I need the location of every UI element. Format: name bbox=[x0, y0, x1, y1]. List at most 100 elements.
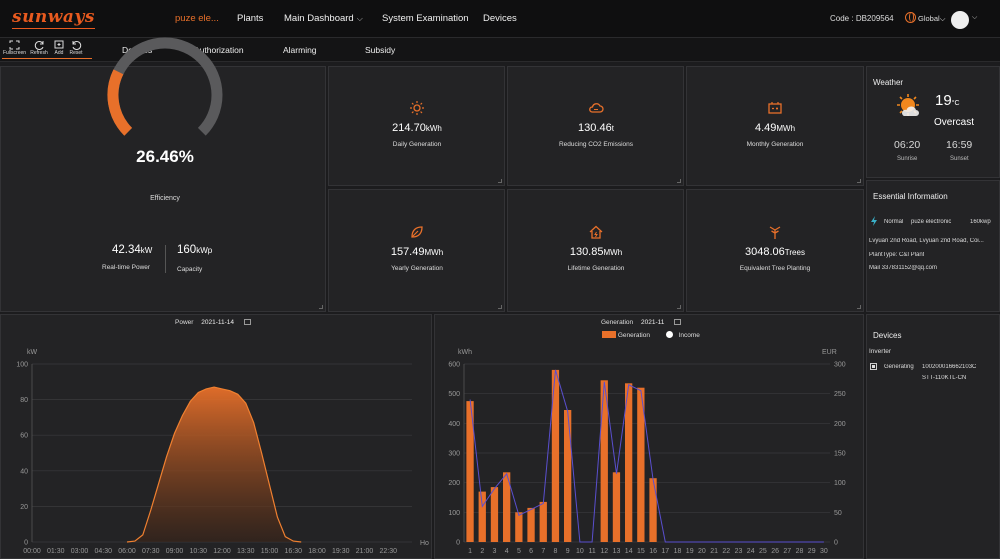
generation-x-tick-label: 2 bbox=[480, 548, 484, 555]
generation-y-tick-label: 0 bbox=[834, 540, 838, 547]
plant-status: Normal bbox=[884, 219, 904, 225]
power-chart: 0 20 40 60 80 100 00:00 01:30 03:00 04:30 06:00 07… bbox=[16, 349, 429, 555]
leaf-icon bbox=[411, 226, 423, 238]
reset-button[interactable]: Reset bbox=[65, 40, 87, 56]
monthly-generation-label: Monthly Generation bbox=[746, 141, 804, 148]
plant-mail: Mail 337831152@qq.com bbox=[869, 265, 938, 271]
tab-alarming[interactable]: Alarming bbox=[283, 45, 317, 55]
stat-card-tree-planting bbox=[686, 189, 864, 312]
reset-label: Reset bbox=[69, 50, 83, 56]
capacity-number: 160 bbox=[177, 244, 197, 256]
generation-x-tick-label: 18 bbox=[674, 548, 682, 555]
yearly-generation-unit: MWh bbox=[424, 248, 444, 257]
power-date-picker[interactable]: 2021-11-14 bbox=[201, 319, 235, 326]
add-button[interactable]: Add bbox=[48, 40, 70, 56]
nav-plants[interactable]: Plants bbox=[237, 13, 264, 24]
weather-temperature: 19°C bbox=[935, 92, 960, 109]
plant-capacity: 160kwp bbox=[970, 219, 991, 225]
resize-handle[interactable] bbox=[498, 179, 502, 183]
lifetime-generation-label: Lifetime Generation bbox=[567, 265, 625, 272]
nav-system-examination[interactable]: System Examination bbox=[382, 13, 469, 24]
generation-date-picker[interactable]: 2021-11 bbox=[640, 319, 665, 326]
essential-info-panel: Essential Information bbox=[866, 180, 1000, 312]
plant-selector[interactable]: puze ele... bbox=[175, 13, 219, 24]
legend-income-label[interactable]: Income bbox=[678, 332, 700, 339]
nav-main-dashboard[interactable]: Main Dashboard ⌵ bbox=[284, 13, 363, 24]
globe-icon[interactable] bbox=[905, 12, 916, 23]
yearly-generation-value: 157.49MWh bbox=[328, 246, 506, 258]
temperature-unit: °C bbox=[951, 100, 960, 107]
code-label: Code : bbox=[830, 14, 854, 23]
monthly-generation-unit: MWh bbox=[776, 124, 796, 133]
resize-handle[interactable] bbox=[677, 305, 681, 309]
daily-generation-value: 214.70kWh bbox=[328, 122, 506, 134]
power-chart-controls: Power 2021-11-14 bbox=[175, 319, 251, 326]
resize-handle[interactable] bbox=[677, 179, 681, 183]
temperature-value: 19 bbox=[935, 92, 952, 109]
calendar-icon[interactable] bbox=[674, 319, 682, 325]
yearly-generation-stat: 157.49MWh Yearly Generation bbox=[328, 224, 506, 272]
generation-legend: Generation Income bbox=[602, 331, 700, 339]
generation-x-tick-label: 26 bbox=[771, 548, 779, 555]
nav-devices[interactable]: Devices bbox=[483, 13, 517, 24]
generation-bar bbox=[515, 512, 523, 542]
generation-x-tick-label: 3 bbox=[493, 548, 497, 555]
tab-authorization[interactable]: Authorization bbox=[194, 45, 244, 55]
generation-bar bbox=[466, 401, 474, 542]
fullscreen-button[interactable]: Fullscreen bbox=[3, 40, 26, 56]
legend-generation-label[interactable]: Generation bbox=[617, 332, 650, 339]
device-category: Inverter bbox=[869, 348, 892, 355]
tab-subsidy[interactable]: Subsidy bbox=[365, 45, 396, 55]
generation-x-tick-label: 14 bbox=[625, 548, 633, 555]
generation-bar bbox=[503, 472, 511, 542]
add-label: Add bbox=[54, 50, 64, 56]
power-x-tick-label: 04:30 bbox=[94, 548, 112, 555]
generation-bar bbox=[600, 380, 608, 542]
chevron-down-icon[interactable]: ⌵ bbox=[972, 14, 978, 21]
resize-handle[interactable] bbox=[319, 305, 323, 309]
tree-planting-number: 3048.06 bbox=[745, 246, 785, 258]
lifetime-generation-stat: 130.85MWh Lifetime Generation bbox=[507, 224, 685, 272]
resize-handle[interactable] bbox=[857, 305, 861, 309]
legend-generation-swatch[interactable] bbox=[602, 331, 616, 338]
resize-handle[interactable] bbox=[857, 179, 861, 183]
device-serial[interactable]: 100200016662103C bbox=[922, 364, 977, 370]
power-x-tick-label: 19:30 bbox=[332, 548, 350, 555]
daily-generation-label: Daily Generation bbox=[392, 141, 442, 148]
nav-main-dashboard-label: Main Dashboard bbox=[284, 13, 354, 24]
generation-bar bbox=[527, 507, 535, 542]
tree-icon bbox=[769, 226, 781, 239]
user-avatar[interactable] bbox=[951, 11, 969, 29]
language-selector[interactable]: Global⌵ bbox=[918, 14, 945, 24]
refresh-button[interactable]: Refresh bbox=[28, 40, 50, 56]
calendar-icon[interactable] bbox=[243, 319, 251, 325]
divider bbox=[165, 245, 166, 273]
generation-y-tick-label: 100 bbox=[448, 510, 460, 517]
generation-bar bbox=[649, 478, 657, 542]
sunset-label: Sunset bbox=[950, 156, 969, 162]
co2-value: 130.46t bbox=[507, 122, 685, 134]
generation-x-tick-label: 23 bbox=[735, 548, 743, 555]
generation-x-tick-label: 30 bbox=[820, 548, 828, 555]
power-x-unit: Ho bbox=[420, 540, 429, 547]
yearly-generation-number: 157.49 bbox=[390, 246, 425, 258]
partly-cloudy-icon bbox=[897, 94, 919, 116]
resize-handle[interactable] bbox=[498, 305, 502, 309]
refresh-icon bbox=[34, 41, 43, 50]
battery-icon bbox=[768, 102, 782, 114]
capacity-unit: kWp bbox=[196, 246, 213, 255]
power-y-tick-label: 20 bbox=[20, 504, 28, 511]
sunways-logo[interactable]: sunways bbox=[12, 7, 95, 29]
generation-y-tick-label: 200 bbox=[834, 421, 846, 428]
sunrise-time: 06:20 bbox=[894, 139, 921, 151]
legend-income-swatch[interactable] bbox=[665, 331, 673, 338]
co2-label: Reducing CO2 Emissions bbox=[558, 141, 634, 148]
generation-right-unit: EUR bbox=[822, 349, 837, 356]
power-x-tick-label: 15:00 bbox=[261, 548, 279, 555]
generation-x-tick-label: 25 bbox=[759, 548, 767, 555]
device-checkbox[interactable] bbox=[870, 363, 877, 370]
lightning-icon bbox=[871, 216, 877, 226]
daily-generation-unit: kWh bbox=[425, 124, 442, 133]
top-navbar: sunways puze ele... Plants Main Dashboar… bbox=[0, 0, 1000, 38]
